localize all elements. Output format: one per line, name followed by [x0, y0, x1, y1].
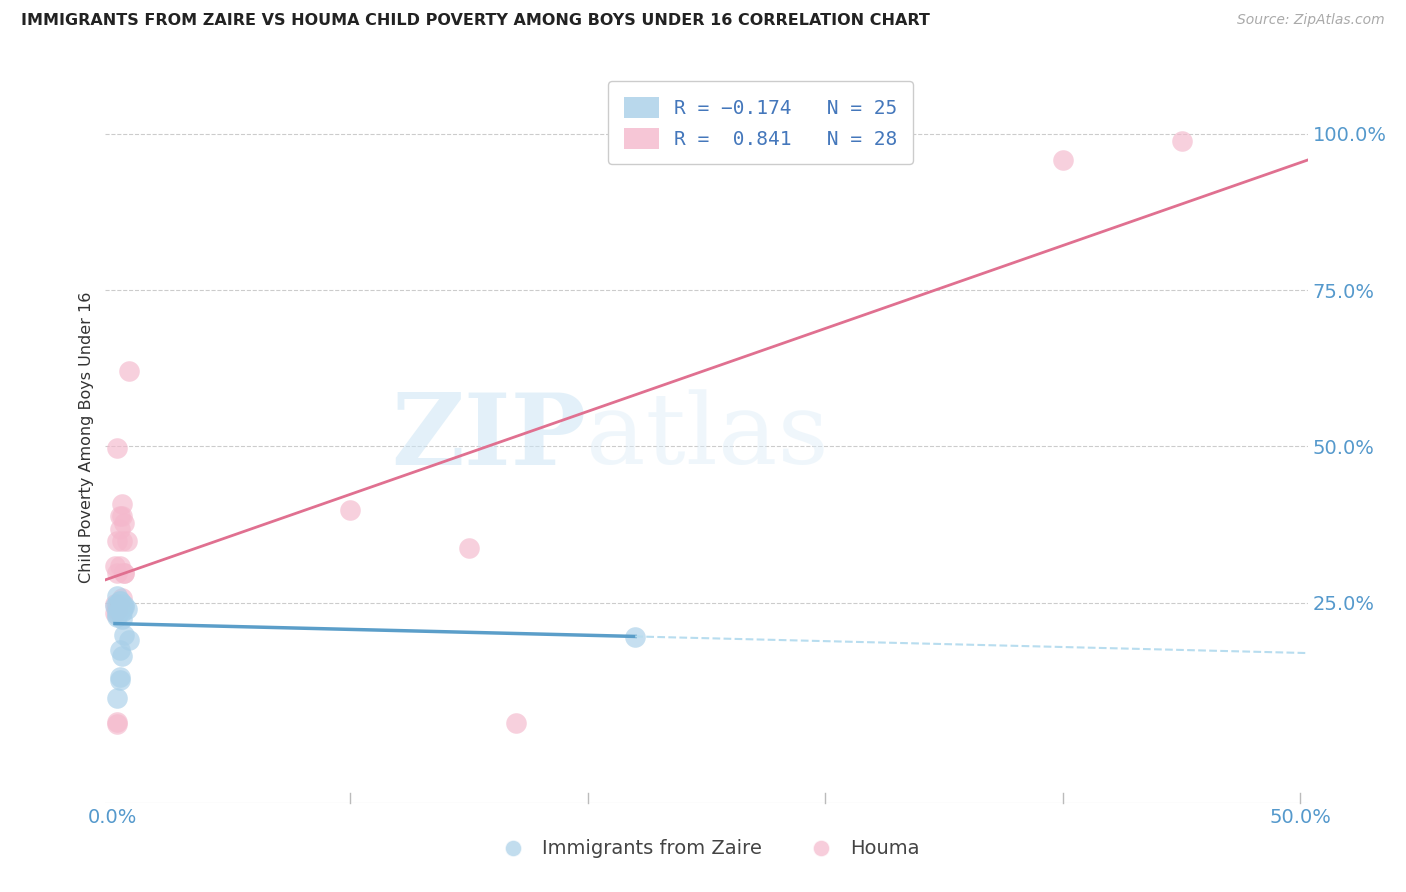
Point [111, 497, 134, 511]
Point [108, 594, 131, 608]
Point [105, 717, 128, 731]
Point [115, 534, 138, 549]
Point [624, 630, 647, 644]
Point [114, 566, 136, 580]
Point [105, 600, 128, 615]
Point [111, 601, 134, 615]
Point [339, 503, 361, 517]
Point [105, 603, 128, 617]
Text: Source: ZipAtlas.com: Source: ZipAtlas.com [1237, 13, 1385, 28]
Point [115, 602, 138, 616]
Point [105, 609, 128, 624]
Point [108, 559, 131, 574]
Point [114, 600, 136, 615]
Point [114, 566, 136, 580]
Point [111, 509, 134, 524]
Point [118, 632, 141, 647]
Point [104, 559, 127, 574]
Point [108, 643, 131, 657]
Point [1170, 134, 1192, 148]
Point [111, 605, 134, 619]
Point [105, 597, 128, 611]
Text: atlas: atlas [586, 389, 830, 485]
Point [108, 673, 131, 687]
Point [114, 598, 136, 612]
Point [105, 605, 128, 619]
Point [111, 591, 134, 605]
Point [111, 597, 134, 611]
Point [505, 715, 527, 730]
Point [105, 566, 128, 580]
Text: ZIP: ZIP [391, 389, 586, 485]
Point [108, 669, 131, 683]
Point [108, 604, 131, 618]
Point [108, 600, 131, 615]
Point [104, 599, 127, 613]
Point [111, 612, 134, 626]
Y-axis label: Child Poverty Among Boys Under 16: Child Poverty Among Boys Under 16 [79, 292, 94, 582]
Point [108, 594, 131, 608]
Point [1052, 153, 1074, 168]
Point [111, 534, 134, 549]
Point [105, 690, 128, 705]
Point [111, 648, 134, 663]
Point [105, 608, 128, 623]
Point [458, 541, 481, 555]
Point [105, 714, 128, 729]
Point [104, 607, 127, 621]
Point [104, 597, 127, 611]
Point [105, 590, 128, 604]
Text: IMMIGRANTS FROM ZAIRE VS HOUMA CHILD POVERTY AMONG BOYS UNDER 16 CORRELATION CHA: IMMIGRANTS FROM ZAIRE VS HOUMA CHILD POV… [21, 13, 929, 29]
Point [114, 628, 136, 642]
Point [108, 522, 131, 536]
Point [105, 534, 128, 549]
Point [118, 364, 141, 378]
Point [108, 600, 131, 615]
Point [105, 441, 128, 455]
Point [114, 516, 136, 530]
Legend: Immigrants from Zaire, Houma: Immigrants from Zaire, Houma [486, 831, 927, 866]
Point [108, 509, 131, 524]
